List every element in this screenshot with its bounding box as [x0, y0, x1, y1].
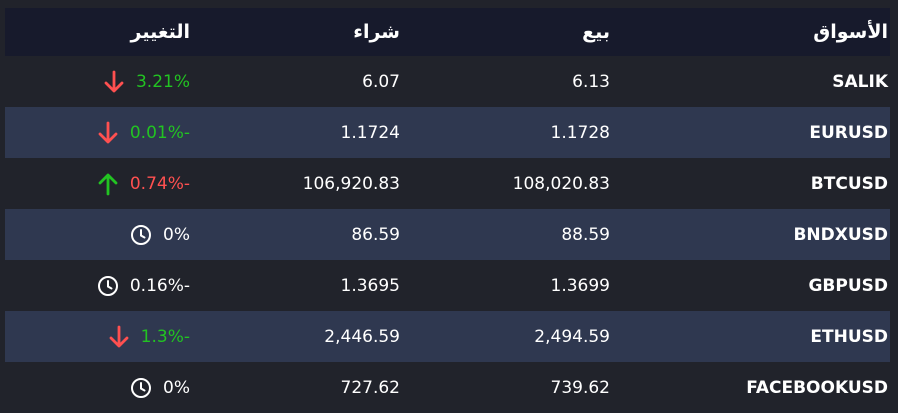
change-value: 0.16%-	[129, 275, 190, 296]
header-change[interactable]: التغيير	[130, 21, 190, 43]
header-market[interactable]: الأسواق	[813, 21, 888, 43]
header-sell[interactable]: بيع	[582, 21, 610, 43]
market-symbol[interactable]: GBPUSD	[808, 275, 888, 296]
change-cell: 0.16%-	[5, 274, 190, 298]
arrow-down-icon	[102, 70, 126, 94]
buy-price: 727.62	[340, 377, 400, 398]
change-value: 3.21%	[135, 71, 190, 92]
table-row[interactable]: 0.01%- 1.1724 1.1728 EURUSD	[5, 107, 890, 158]
market-symbol[interactable]: EURUSD	[809, 122, 888, 143]
sell-price: 739.62	[550, 377, 610, 398]
change-cell: 0.74%-	[5, 172, 190, 196]
table-row[interactable]: 0.74%- 106,920.83 108,020.83 BTCUSD	[5, 158, 890, 209]
clock-icon	[129, 223, 153, 247]
markets-table: التغيير شراء بيع الأسواق 3.21% 6.07 6.13…	[5, 8, 890, 413]
table-row[interactable]: 0% 86.59 88.59 BNDXUSD	[5, 209, 890, 260]
change-value: 0.01%-	[129, 122, 190, 143]
change-cell: 3.21%	[5, 70, 190, 94]
sell-price: 2,494.59	[534, 326, 610, 347]
buy-price: 2,446.59	[324, 326, 400, 347]
buy-price: 6.07	[362, 71, 400, 92]
arrow-up-icon	[96, 172, 120, 196]
change-cell: 1.3%-	[5, 325, 190, 349]
change-value: 0%	[163, 224, 190, 245]
sell-price: 108,020.83	[512, 173, 610, 194]
sell-price: 88.59	[561, 224, 610, 245]
table-row[interactable]: 0.16%- 1.3695 1.3699 GBPUSD	[5, 260, 890, 311]
table-row[interactable]: 1.3%- 2,446.59 2,494.59 ETHUSD	[5, 311, 890, 362]
buy-price: 1.1724	[340, 122, 400, 143]
market-symbol[interactable]: ETHUSD	[810, 326, 888, 347]
clock-icon	[96, 274, 120, 298]
sell-price: 1.1728	[550, 122, 610, 143]
buy-price: 106,920.83	[302, 173, 400, 194]
change-cell: 0.01%-	[5, 121, 190, 145]
market-symbol[interactable]: SALIK	[832, 71, 888, 92]
change-cell: 0%	[5, 376, 190, 400]
arrow-down-icon	[107, 325, 131, 349]
arrow-down-icon	[96, 121, 120, 145]
clock-icon	[129, 376, 153, 400]
market-symbol[interactable]: FACEBOOKUSD	[746, 377, 888, 398]
change-cell: 0%	[5, 223, 190, 247]
change-value: 0.74%-	[129, 173, 190, 194]
table-row[interactable]: 3.21% 6.07 6.13 SALIK	[5, 56, 890, 107]
sell-price: 1.3699	[550, 275, 610, 296]
market-symbol[interactable]: BNDXUSD	[793, 224, 888, 245]
sell-price: 6.13	[572, 71, 610, 92]
table-header: التغيير شراء بيع الأسواق	[5, 8, 890, 56]
header-buy[interactable]: شراء	[353, 21, 400, 43]
table-row[interactable]: 0% 727.62 739.62 FACEBOOKUSD	[5, 362, 890, 413]
buy-price: 1.3695	[340, 275, 400, 296]
market-symbol[interactable]: BTCUSD	[810, 173, 888, 194]
change-value: 0%	[163, 377, 190, 398]
buy-price: 86.59	[351, 224, 400, 245]
change-value: 1.3%-	[140, 326, 190, 347]
